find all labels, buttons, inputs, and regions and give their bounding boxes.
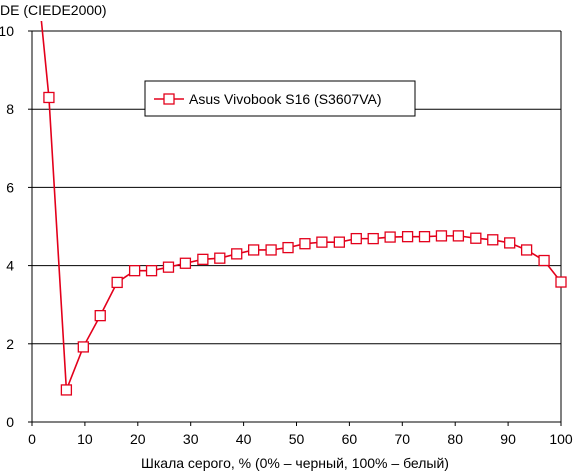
data-point-19 [350,232,362,245]
data-point-21 [384,231,396,243]
legend-box [144,80,416,117]
data-point-25 [452,230,465,242]
data-point-30 [538,254,550,267]
x-tick-label-0: 0 [28,431,36,447]
data-point-14 [265,244,277,256]
legend-label: Asus Vivobook S16 (S3607VA) [189,91,382,107]
data-point-2 [60,384,73,396]
y-tick-label-1: 2 [6,336,14,352]
x-tick-label-10: 100 [549,431,573,447]
y-tick-label-4: 8 [6,101,14,117]
data-point-26 [470,232,482,244]
x-axis-label: Шкала серого, % (0% – черный, 100% – бел… [141,455,449,471]
y-tick-label-3: 6 [6,179,14,195]
data-point-7 [145,265,158,277]
data-point-20 [367,232,379,245]
x-tick-label-6: 60 [342,431,358,447]
data-point-22 [401,231,414,243]
y-axis-label: DE (CIEDE2000) [0,2,107,18]
y-tick-label-2: 4 [6,258,14,274]
y-tick-labels: 0 2 4 6 8 10 [0,23,14,430]
data-point-9 [179,257,192,269]
y-tick-label-5: 10 [0,23,14,39]
data-point-23 [418,231,431,243]
x-tick-label-7: 70 [395,431,411,447]
x-tick-label-2: 20 [130,431,146,447]
y-tick-label-0: 0 [6,414,14,430]
data-point-8 [162,261,175,273]
legend-marker-swatch [163,93,175,105]
x-tick-labels: 0 10 20 30 40 50 60 70 80 90 100 [28,431,573,447]
data-point-17 [316,236,328,248]
data-point-6 [128,265,141,277]
x-tick-label-5: 50 [289,431,305,447]
data-point-24 [435,230,448,242]
x-tick-label-9: 90 [500,431,516,447]
data-point-15 [282,241,294,254]
x-tick-label-8: 80 [447,431,463,447]
legend: Asus Vivobook S16 (S3607VA) [144,80,416,117]
data-point-29 [520,244,533,256]
data-point-11 [214,252,226,264]
data-point-16 [299,238,311,250]
series-line-0 [40,21,561,391]
grid [32,30,561,345]
data-point-18 [333,236,345,248]
x-tick-label-4: 40 [236,431,252,447]
data-point-3 [77,341,89,353]
data-point-10 [197,253,209,265]
x-tick-label-3: 30 [183,431,199,447]
data-point-28 [504,237,516,249]
data-point-13 [248,244,260,256]
data-point-27 [487,234,499,246]
axes [28,30,562,426]
data-point-1 [43,91,55,104]
series-layer [40,21,567,396]
data-point-12 [231,248,243,260]
data-point-4 [94,309,106,322]
data-point-31 [555,276,567,288]
x-tick-label-1: 10 [77,431,93,447]
data-point-5 [111,276,123,289]
